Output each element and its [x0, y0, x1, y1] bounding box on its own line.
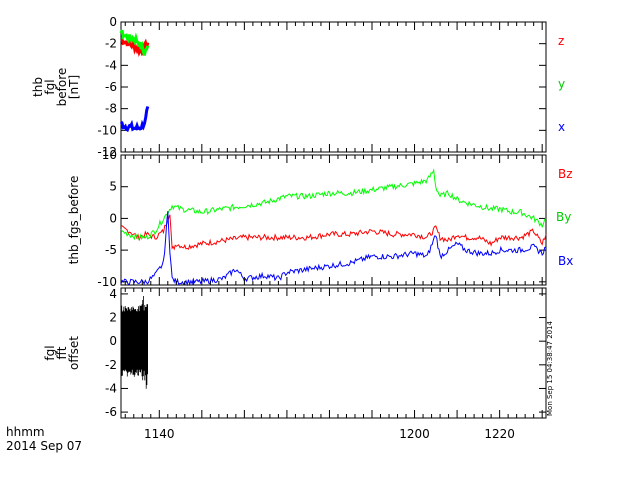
y-tick-label: 4	[109, 287, 117, 301]
y-axis-label-line: fgl	[43, 79, 57, 94]
x-axis: 1140 1200 1220	[124, 22, 543, 441]
panel-offset: 4 2 0 -2 -4 -6 fgl fft offset Mon Sep 15 04:3…	[43, 287, 554, 419]
y-axis-label-line: [nT]	[67, 75, 81, 99]
footer-date: 2014 Sep 07	[6, 439, 82, 453]
legend-bx: Bx	[558, 254, 573, 268]
y-axis-label-line: thb	[31, 77, 45, 97]
y-axis-label-line: offset	[67, 336, 81, 370]
y-tick-label: -4	[105, 381, 117, 395]
y-tick-label: -4	[105, 58, 117, 72]
panel-fgl: 0-2-4-6-8-10-12 thb fgl before [nT] z y …	[31, 15, 565, 159]
x-tick-label: 1140	[144, 427, 175, 441]
panel-frame	[120, 287, 547, 419]
legend-y: y	[558, 77, 565, 91]
y-tick-label: 0	[109, 211, 117, 225]
y-tick-label: 2	[109, 311, 117, 325]
y-tick-label: -6	[105, 405, 117, 419]
series-line-x	[119, 106, 150, 133]
y-tick-label: -2	[105, 37, 117, 51]
series-line-By	[120, 168, 547, 241]
y-tick-label: -5	[105, 243, 117, 257]
y-tick-label: 10	[102, 148, 117, 162]
y-tick-label: -8	[105, 102, 117, 116]
panel-frame	[120, 21, 547, 153]
legend-z: z	[558, 34, 564, 48]
series-line-y	[119, 29, 150, 56]
y-tick-label: -12	[97, 145, 117, 159]
series-line-Bx	[120, 211, 547, 287]
y-tick-label: -6	[105, 80, 117, 94]
panel-frame	[120, 154, 547, 286]
y-tick-label: -10	[97, 275, 117, 289]
y-tick-label: 0	[109, 15, 117, 29]
x-tick-label: 1200	[399, 427, 430, 441]
y-axis-label-line: fgl	[43, 345, 57, 360]
series-line-Bz	[120, 214, 547, 251]
legend-bz: Bz	[558, 167, 573, 181]
y-tick-label: -10	[97, 123, 117, 137]
y-tick-label: -2	[105, 358, 117, 372]
y-axis-label-line: fft	[55, 346, 69, 359]
y-tick-label: 0	[109, 334, 117, 348]
footer-unit: hhmm	[6, 425, 45, 439]
legend-x: x	[558, 120, 565, 134]
timestamp: Mon Sep 15 04:38:47 2014	[546, 320, 554, 416]
y-axis-label-line: thb_fgs_before	[67, 176, 81, 265]
x-tick-label: 1220	[484, 427, 515, 441]
legend-by: By	[556, 210, 571, 224]
series-offset-band	[120, 296, 148, 389]
y-tick-label: 5	[109, 180, 117, 194]
panel-fgs: 10 5 0 -5 -10 thb_fgs_before Bz By Bx	[67, 148, 573, 289]
y-axis-label-line: before	[55, 68, 69, 107]
